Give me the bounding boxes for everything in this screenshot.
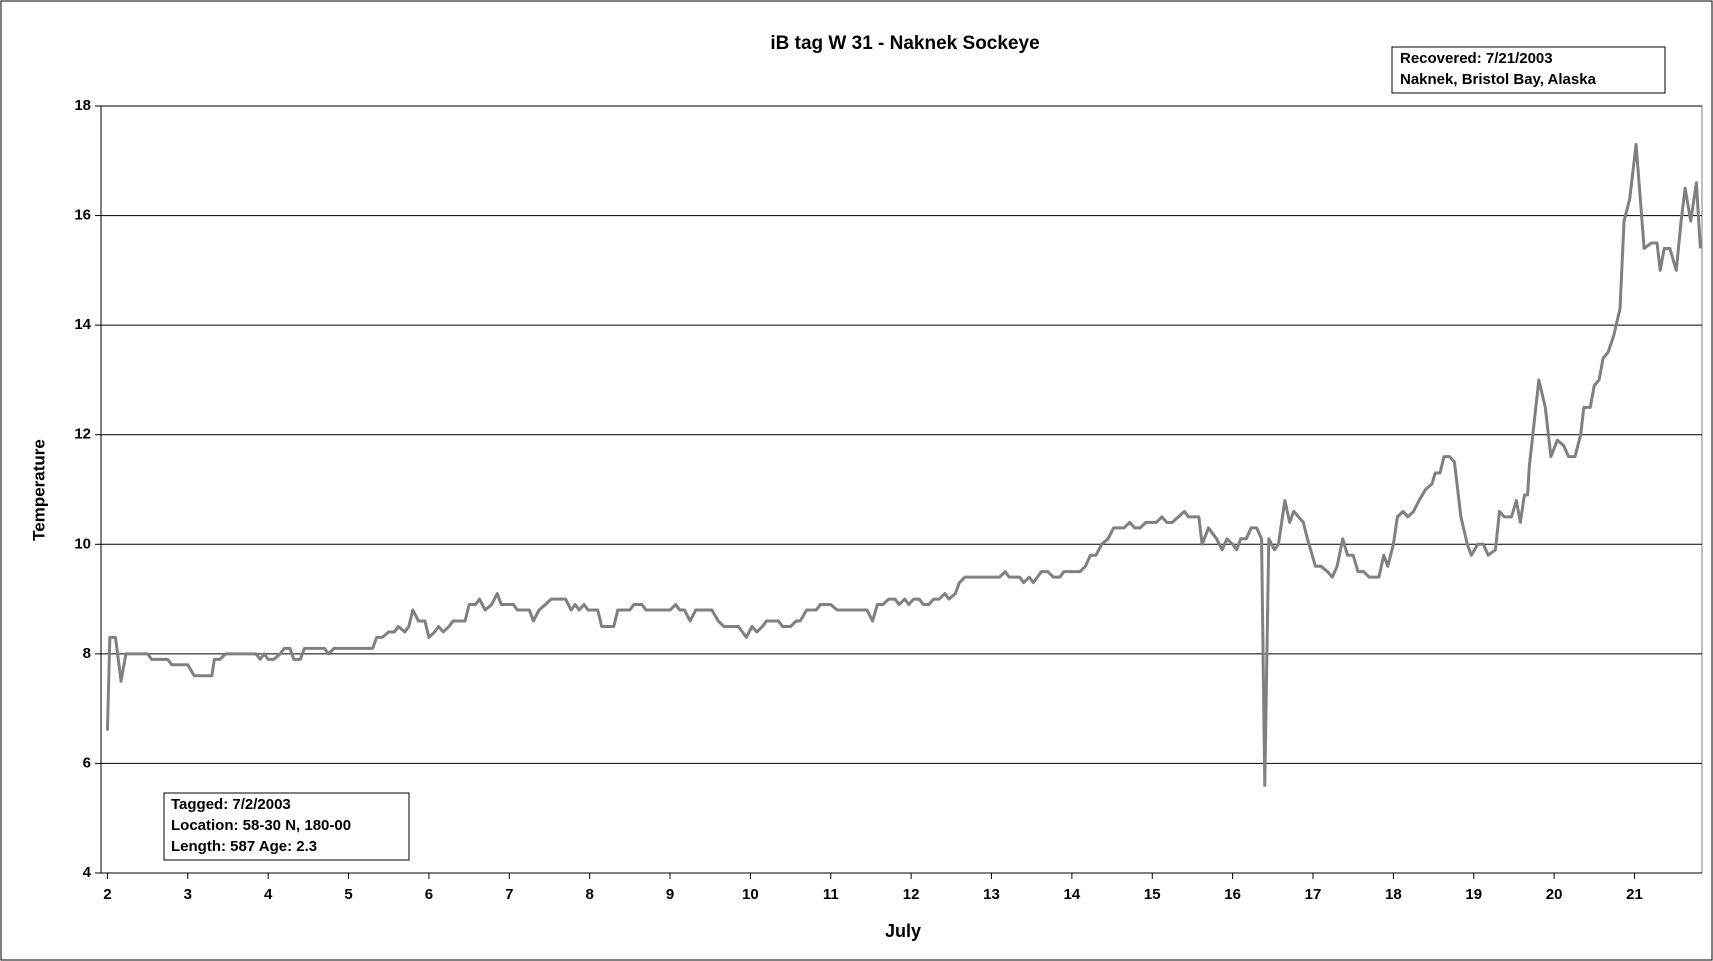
y-tick-label: 4 [83, 864, 92, 881]
x-tick-label: 18 [1385, 886, 1402, 903]
annotation: Length: 587 Age: 2.3 [171, 838, 317, 855]
annotation-box [163, 792, 410, 861]
x-tick-label: 19 [1465, 886, 1482, 903]
annotation-box [1391, 46, 1666, 94]
annotation: Tagged: 7/2/2003 [171, 796, 291, 813]
x-tick-label: 16 [1224, 886, 1241, 903]
x-tick-label: 14 [1064, 886, 1081, 903]
x-tick-label: 13 [983, 886, 1000, 903]
y-tick-label: 16 [74, 207, 91, 224]
x-tick-label: 11 [823, 886, 839, 903]
x-tick-label: 21 [1626, 886, 1643, 903]
data-line [105, 142, 1702, 787]
annotation: Naknek, Bristol Bay, Alaska [1400, 71, 1597, 88]
x-tick-label: 8 [585, 886, 593, 903]
x-tick-label: 6 [425, 886, 433, 903]
x-tick-label: 5 [344, 886, 352, 903]
x-tick-label: 7 [505, 886, 513, 903]
chart-title: iB tag W 31 - Naknek Sockeye [770, 33, 1039, 54]
annotation: Location: 58-30 N, 180-00 [171, 817, 351, 834]
x-tick-label: 12 [903, 886, 920, 903]
x-tick-label: 17 [1305, 886, 1322, 903]
plot-area [100, 105, 1703, 874]
y-tick-label: 18 [74, 97, 91, 114]
y-tick-label: 12 [74, 426, 91, 443]
x-tick-label: 20 [1546, 886, 1563, 903]
x-tick-label: 2 [103, 886, 111, 903]
x-tick-label: 15 [1144, 886, 1161, 903]
x-tick-label: 3 [184, 886, 192, 903]
y-tick-label: 14 [74, 316, 91, 333]
y-tick-label: 8 [83, 645, 91, 662]
y-tick-label: 10 [74, 535, 91, 552]
x-axis-label: July [885, 921, 921, 941]
annotation: Recovered: 7/21/2003 [1400, 50, 1553, 67]
x-tick-label: 4 [264, 886, 273, 903]
x-tick-label: 10 [742, 886, 759, 903]
y-axis-label: Temperature [29, 439, 48, 541]
x-tick-label: 9 [666, 886, 674, 903]
y-tick-label: 6 [83, 754, 91, 771]
